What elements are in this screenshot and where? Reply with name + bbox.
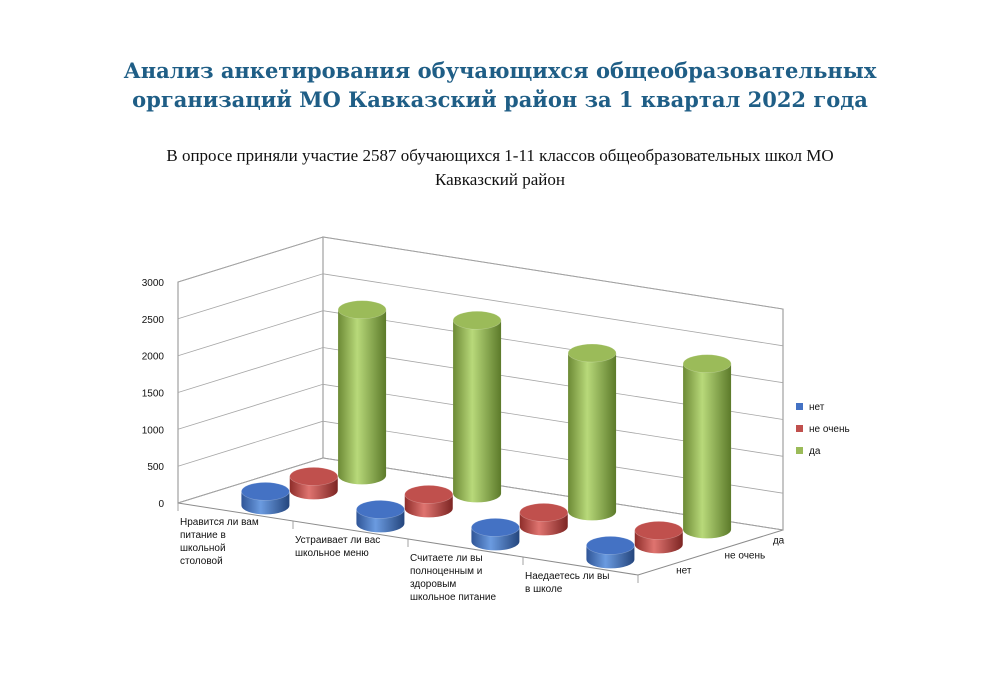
x-category-line: Нравится ли вам <box>180 517 259 528</box>
title-line-2: организаций МО Кавказский район за 1 ква… <box>132 87 868 112</box>
legend-swatch <box>796 447 803 454</box>
x-category-line: школьное питание <box>410 592 496 603</box>
bar-нет <box>241 482 290 515</box>
x-category-line: столовой <box>180 556 223 567</box>
x-category-line: Считаете ли вы <box>410 553 483 564</box>
cylinder-top <box>404 485 454 504</box>
cylinder-top <box>567 343 617 363</box>
depth-label: нет <box>676 566 692 577</box>
x-category-line: здоровым <box>410 579 456 590</box>
y-tick-label: 1500 <box>142 389 165 400</box>
bar-да <box>337 300 387 485</box>
depth-label: да <box>773 536 785 547</box>
gridline <box>177 236 784 310</box>
chart-labels: 0 500 1000 1500 2000 2500 3000 Нравится ли вам п… <box>142 278 785 603</box>
y-tick-label: 1000 <box>142 425 165 436</box>
gridline <box>177 310 784 384</box>
subtitle-line-2: Кавказский район <box>435 170 565 189</box>
cylinder-body <box>338 309 387 485</box>
x-category-label: Наедаетесь ли вы в школе <box>525 571 609 595</box>
bar-не-очень <box>404 485 454 518</box>
cylinder-top <box>337 300 387 319</box>
cylinder-top <box>586 536 635 555</box>
cylinder-body <box>568 353 617 521</box>
bar-да <box>567 343 617 521</box>
legend-swatch <box>796 425 803 432</box>
y-tick-label: 2000 <box>142 352 165 363</box>
bar-нет <box>586 536 635 569</box>
cylinder-top <box>682 354 732 373</box>
chart-legend: нет не очень да <box>796 402 850 457</box>
bar-нет <box>471 518 520 551</box>
y-tick-label: 2500 <box>142 315 165 326</box>
bar-нет <box>356 500 405 533</box>
x-category-label: Устраивает ли вас школьное меню <box>295 535 380 559</box>
legend-label: нет <box>809 402 825 413</box>
x-category-line: полноценным и <box>410 566 482 577</box>
cylinder-top <box>289 467 339 486</box>
bar-да <box>452 310 502 503</box>
x-category-label: Считаете ли вы полноценным и здоровым школь… <box>410 553 496 603</box>
chart-subtitle: В опросе приняли участие 2587 обучающихс… <box>60 144 940 192</box>
x-category-label: Нравится ли вам питание в школьной столовой <box>180 517 259 567</box>
gridline <box>177 383 784 457</box>
cylinder-top <box>519 503 569 522</box>
bar-не-очень <box>634 521 684 554</box>
cylinder-body <box>453 320 502 503</box>
chart-frame <box>177 236 784 583</box>
bar-да <box>682 354 732 539</box>
cylinder-top <box>452 310 502 330</box>
cylinder-body <box>683 363 732 539</box>
legend-swatch <box>796 403 803 410</box>
y-tick-label: 0 <box>158 499 164 510</box>
cylinder-top <box>634 521 684 540</box>
cylinder-top <box>241 482 290 501</box>
gridline <box>177 457 784 531</box>
cylinder-top <box>356 500 405 519</box>
chart-title: Анализ анкетирования обучающихся общеобр… <box>0 56 1000 114</box>
x-category-line: школьное меню <box>295 548 369 559</box>
legend-label: не очень <box>809 424 850 435</box>
bar-не-очень <box>519 503 569 536</box>
x-category-line: Наедаетесь ли вы <box>525 571 609 582</box>
legend-label: да <box>809 446 821 457</box>
cylinder-top <box>471 518 520 537</box>
y-tick-label: 500 <box>147 462 164 473</box>
x-category-line: питание в <box>180 530 226 541</box>
y-tick-label: 3000 <box>142 278 165 289</box>
gridline <box>177 273 784 347</box>
bar-не-очень <box>289 467 339 500</box>
gridline <box>177 347 784 420</box>
x-category-line: Устраивает ли вас <box>295 535 380 546</box>
x-category-line: в школе <box>525 584 563 595</box>
x-category-line: школьной <box>180 543 226 554</box>
chart-bars <box>241 300 732 569</box>
title-line-1: Анализ анкетирования обучающихся общеобр… <box>123 58 877 83</box>
gridline <box>177 420 784 494</box>
subtitle-line-1: В опросе приняли участие 2587 обучающихс… <box>166 146 834 165</box>
depth-label: не очень <box>725 551 766 562</box>
